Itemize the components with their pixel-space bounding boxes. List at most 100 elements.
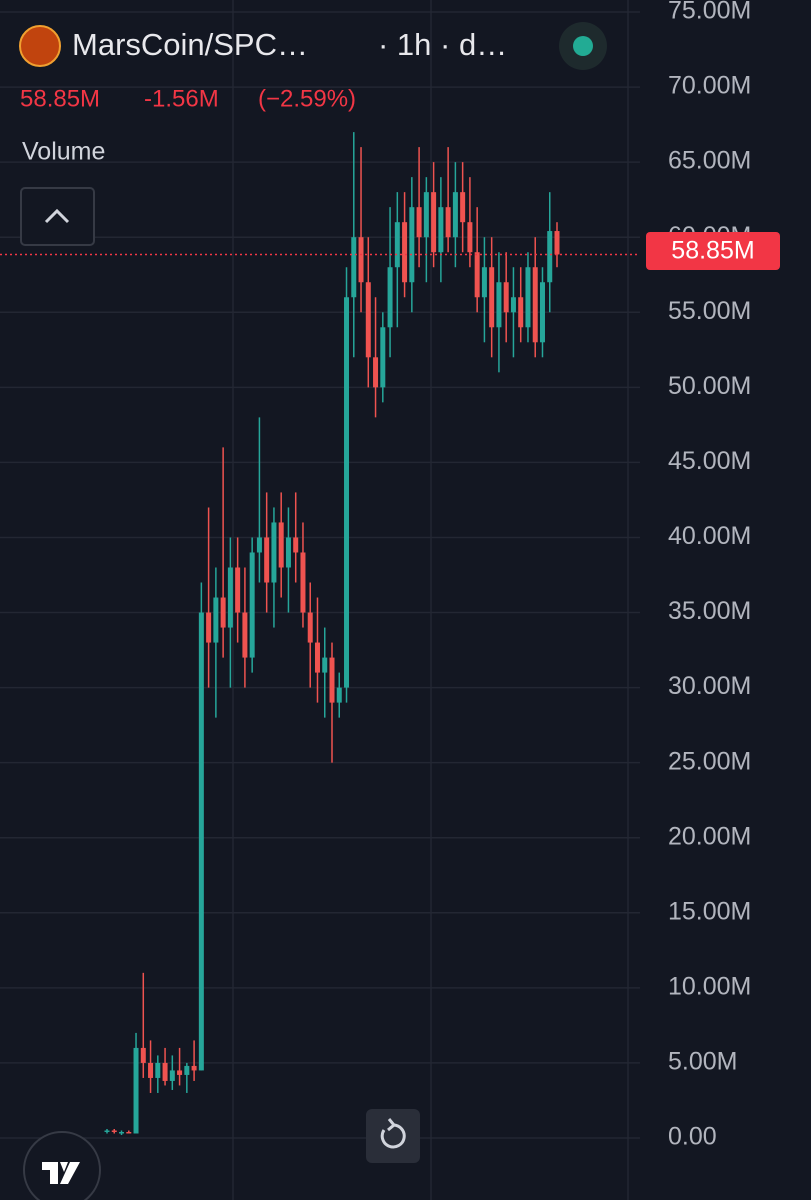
chevron-icon	[44, 208, 70, 224]
candle-body	[119, 1131, 125, 1134]
candle-body	[177, 1070, 183, 1075]
coin-logo	[19, 25, 61, 67]
last-price: 58.85M	[20, 85, 100, 112]
candle-body	[547, 231, 553, 283]
candle-body	[416, 207, 422, 238]
status-dot	[573, 36, 593, 56]
candle-body	[336, 687, 342, 703]
candle-body	[314, 642, 320, 673]
candle-body	[264, 537, 270, 583]
y-tick-label: 40.00M	[668, 522, 751, 550]
collapse-button[interactable]	[20, 187, 95, 246]
tv-logo	[42, 1162, 80, 1184]
indicator-label[interactable]: Volume	[22, 138, 105, 166]
candle-body	[300, 552, 306, 613]
candle-body	[496, 282, 502, 328]
y-tick-label: 75.00M	[668, 0, 751, 25]
candle-body	[293, 537, 299, 553]
candle-body	[452, 192, 458, 238]
reset-icon	[380, 1123, 406, 1149]
candle-body	[467, 222, 473, 253]
candle-body	[148, 1062, 154, 1078]
candle-body	[460, 192, 466, 223]
candle-body	[503, 282, 509, 313]
candle-body	[191, 1065, 197, 1071]
y-tick-label: 65.00M	[668, 147, 751, 175]
candle-body	[271, 522, 277, 583]
candle-body	[409, 207, 415, 283]
overlay: 58.85M	[646, 232, 780, 270]
candle-body	[539, 282, 545, 343]
y-tick-label: 50.00M	[668, 372, 751, 400]
candle-body	[373, 357, 379, 388]
candle-body	[554, 231, 560, 255]
reset-button[interactable]	[366, 1109, 420, 1163]
symbol[interactable]: MarsCoin/SPC…	[72, 27, 308, 62]
y-tick-label: 55.00M	[668, 297, 751, 325]
candle-body	[402, 222, 408, 283]
y-tick-label: 15.00M	[668, 897, 751, 925]
candle-body	[235, 567, 241, 613]
candle-body	[169, 1070, 175, 1081]
candle-body	[140, 1047, 146, 1063]
interval[interactable]: · 1h · d…	[378, 27, 507, 62]
change-pct: (−2.59%)	[258, 85, 356, 112]
candle-body	[394, 222, 400, 268]
candle-body	[322, 657, 328, 673]
candle-body	[227, 567, 233, 628]
candle-body	[206, 612, 212, 643]
y-tick-label: 0.00	[668, 1123, 717, 1151]
candle-body	[344, 297, 350, 688]
candle-body	[351, 237, 357, 298]
candle-body	[380, 327, 386, 388]
footer	[23, 1109, 420, 1200]
candle-body	[184, 1065, 190, 1075]
reset-arrow	[387, 1118, 397, 1132]
candle-body	[104, 1130, 110, 1132]
candle-body	[162, 1062, 168, 1081]
candle-body	[445, 207, 451, 238]
y-tick-label: 25.00M	[668, 747, 751, 775]
candle-body	[133, 1047, 139, 1134]
candle-body	[307, 612, 313, 643]
candle-body	[474, 252, 480, 298]
candle-body	[489, 267, 495, 328]
y-tick-label: 5.00M	[668, 1048, 737, 1076]
candle-body	[358, 237, 364, 283]
candle-body	[431, 192, 437, 253]
candle-body	[438, 207, 444, 253]
grid	[0, 0, 640, 1200]
candles	[0, 132, 640, 1135]
candle-body	[481, 267, 487, 298]
header: MarsCoin/SPC… · 1h · d… 58.85M -1.56M (−…	[19, 22, 607, 246]
candle-body	[256, 537, 262, 553]
y-tick-label: 10.00M	[668, 972, 751, 1000]
price-label-box	[646, 232, 780, 270]
candle-body	[518, 297, 524, 328]
y-axis: 0.00 5.00M 10.00M 15.00M 20.00M 25.00M 30.00M 3…	[668, 0, 751, 1151]
y-tick-label: 70.00M	[668, 72, 751, 100]
candle-body	[213, 597, 219, 643]
y-tick-label: 30.00M	[668, 672, 751, 700]
candle-body	[111, 1130, 117, 1132]
price-label: 58.85M	[671, 237, 754, 265]
candle-body	[285, 537, 291, 568]
candle-body	[510, 297, 516, 313]
change: -1.56M	[144, 85, 219, 112]
y-tick-label: 45.00M	[668, 447, 751, 475]
candle-body	[525, 267, 531, 328]
candle-body	[423, 192, 429, 238]
candle-body	[387, 267, 393, 328]
candle-body	[198, 612, 204, 1071]
y-tick-label: 35.00M	[668, 597, 751, 625]
candle-body	[249, 552, 255, 658]
candle-body	[242, 612, 248, 658]
candle-body	[126, 1131, 132, 1134]
candle-body	[155, 1062, 161, 1078]
candle-body	[220, 597, 226, 628]
candle-body	[365, 282, 371, 358]
candle-body	[329, 657, 335, 703]
y-tick-label: 20.00M	[668, 822, 751, 850]
